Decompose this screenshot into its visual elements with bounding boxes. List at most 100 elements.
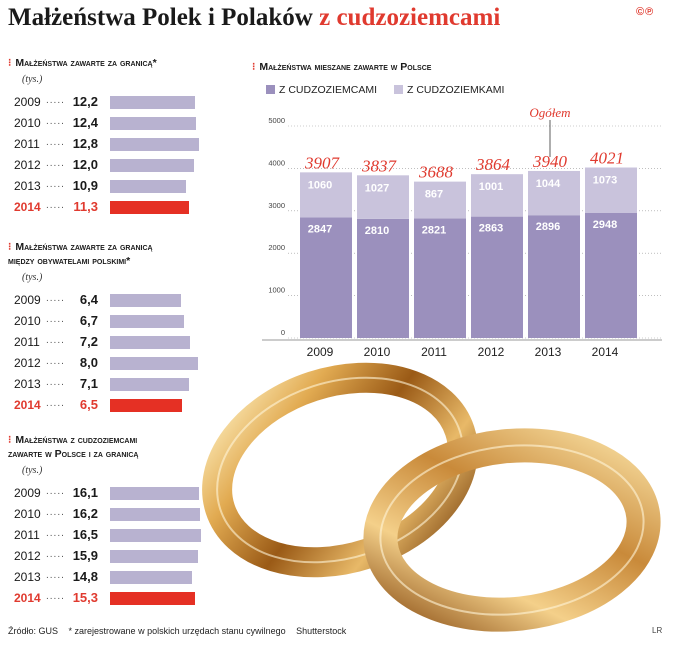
left-section-title-1: ⁝ Małżeństwa zawarte za granicą* [8, 56, 157, 70]
row-year: 2013 [14, 570, 41, 584]
section-marker-icon: ⁝ [8, 57, 12, 69]
publisher-logo: ©℗ [636, 6, 655, 18]
data-label-z-cudzoziemcami: 2847 [308, 223, 332, 235]
row-bar [110, 315, 184, 328]
row-year: 2010 [14, 507, 41, 521]
total-label: 3688 [418, 163, 454, 182]
row-bar [110, 399, 182, 412]
footer-author: LR [652, 626, 663, 635]
unit-label: (tys.) [22, 465, 43, 476]
row-bar [110, 571, 192, 584]
row-bar [110, 592, 195, 605]
row-value: 6,5 [79, 397, 98, 412]
data-label-z-cudzoziemkami: 1060 [308, 179, 332, 191]
unit-label: (tys.) [22, 74, 43, 85]
footer: Źródło: GUS * zarejestrowane w polskich … [8, 626, 354, 636]
row-bar [110, 138, 199, 151]
legend-swatch-icon [266, 85, 275, 94]
bar-segment-z-cudzoziemkami [300, 172, 352, 218]
legend-swatch-icon [394, 85, 403, 94]
total-label: 3837 [361, 156, 398, 175]
data-label-z-cudzoziemcami: 2821 [422, 224, 446, 236]
row-leader-dots: ..... [46, 95, 65, 106]
bar-segment-z-cudzoziemcami [300, 217, 352, 338]
row-leader-dots: ..... [46, 200, 65, 211]
row-value: 16,2 [72, 506, 98, 521]
data-label-z-cudzoziemcami: 2948 [593, 219, 617, 231]
row-value: 11,3 [73, 199, 98, 214]
data-label-z-cudzoziemkami: 1073 [593, 175, 617, 187]
left-section-title-2: ⁝ Małżeństwa zawarte za granicą między oby… [8, 240, 153, 268]
row-value: 15,9 [72, 548, 98, 563]
section-marker-icon: ⁝ [252, 61, 256, 73]
row-bar [110, 180, 186, 193]
row-value: 14,8 [72, 569, 98, 584]
row-leader-dots: ..... [46, 179, 65, 190]
row-leader-dots: ..... [46, 398, 65, 409]
row-leader-dots: ..... [46, 591, 65, 602]
left-section-title-line: Małżeństwa zawarte za granicą* [15, 57, 157, 69]
row-year: 2014 [14, 200, 41, 214]
bar-segment-z-cudzoziemcami [528, 215, 580, 338]
total-label: 3864 [475, 155, 511, 174]
total-label: 3907 [304, 153, 341, 172]
row-bar [110, 487, 199, 500]
bar-segment-z-cudzoziemkami [357, 175, 409, 219]
y-tick-label: 3000 [268, 201, 285, 210]
footer-source: Źródło: GUS [8, 626, 59, 636]
row-value: 8,0 [79, 355, 98, 370]
row-leader-dots: ..... [46, 158, 65, 169]
x-tick-label: 2014 [592, 345, 619, 359]
row-bar [110, 357, 198, 370]
row-leader-dots: ..... [46, 137, 65, 148]
row-value: 6,4 [79, 292, 98, 307]
data-label-z-cudzoziemcami: 2810 [365, 225, 389, 237]
total-label: 3940 [532, 152, 568, 171]
row-bar [110, 550, 198, 563]
row-bar [110, 529, 201, 542]
row-year: 2013 [14, 179, 41, 193]
y-tick-label: 4000 [268, 158, 285, 167]
row-value: 15,3 [72, 590, 98, 605]
page-title: Małżeństwa Polek i Polaków z cudzoziemca… [8, 4, 500, 32]
right-chart-title-text: Małżeństwa mieszane zawarte w Polsce [259, 61, 432, 73]
row-leader-dots: ..... [46, 293, 65, 304]
row-year: 2012 [14, 158, 41, 172]
row-year: 2011 [14, 528, 40, 542]
row-bar [110, 378, 189, 391]
bar-segment-z-cudzoziemkami [528, 170, 580, 216]
row-value: 12,2 [72, 94, 98, 109]
data-label-z-cudzoziemcami: 2863 [479, 223, 503, 235]
row-year: 2009 [14, 486, 41, 500]
row-bar [110, 336, 190, 349]
x-tick-label: 2013 [535, 345, 562, 359]
row-value: 7,2 [79, 334, 98, 349]
data-label-z-cudzoziemkami: 1027 [365, 182, 389, 194]
row-value: 7,1 [79, 376, 98, 391]
row-value: 16,5 [72, 527, 98, 542]
row-value: 10,9 [72, 178, 98, 193]
x-tick-label: 2009 [307, 345, 334, 359]
row-value: 6,7 [79, 313, 98, 328]
left-section-title-line: Małżeństwa zawarte za granicą [15, 241, 153, 253]
row-year: 2012 [14, 549, 41, 563]
legend-item-1: Z CUDZOZIEMCAMI [266, 84, 377, 96]
bar-segment-z-cudzoziemcami [357, 218, 409, 338]
left-section-title-3: ⁝ Małżeństwa z cudzoziemcami zawarte w Pol… [8, 433, 138, 461]
footer-note: * zarejestrowane w polskich urzędach sta… [68, 626, 286, 636]
y-tick-label: 2000 [268, 243, 285, 252]
row-year: 2014 [14, 591, 41, 605]
row-value: 16,1 [72, 485, 98, 500]
footer-photo-credit: Shutterstock [296, 626, 347, 636]
data-label-z-cudzoziemkami: 1001 [479, 181, 503, 193]
totals-callout-label: Ogółem [529, 105, 570, 120]
row-year: 2009 [14, 293, 41, 307]
title-main: Małżeństwa Polek i Polaków [8, 4, 313, 31]
data-label-z-cudzoziemkami: 1044 [536, 178, 561, 190]
row-year: 2012 [14, 356, 41, 370]
row-bar [110, 201, 189, 214]
x-tick-label: 2011 [421, 345, 447, 359]
row-year: 2009 [14, 95, 41, 109]
row-year: 2010 [14, 116, 41, 130]
row-year: 2011 [14, 137, 40, 151]
